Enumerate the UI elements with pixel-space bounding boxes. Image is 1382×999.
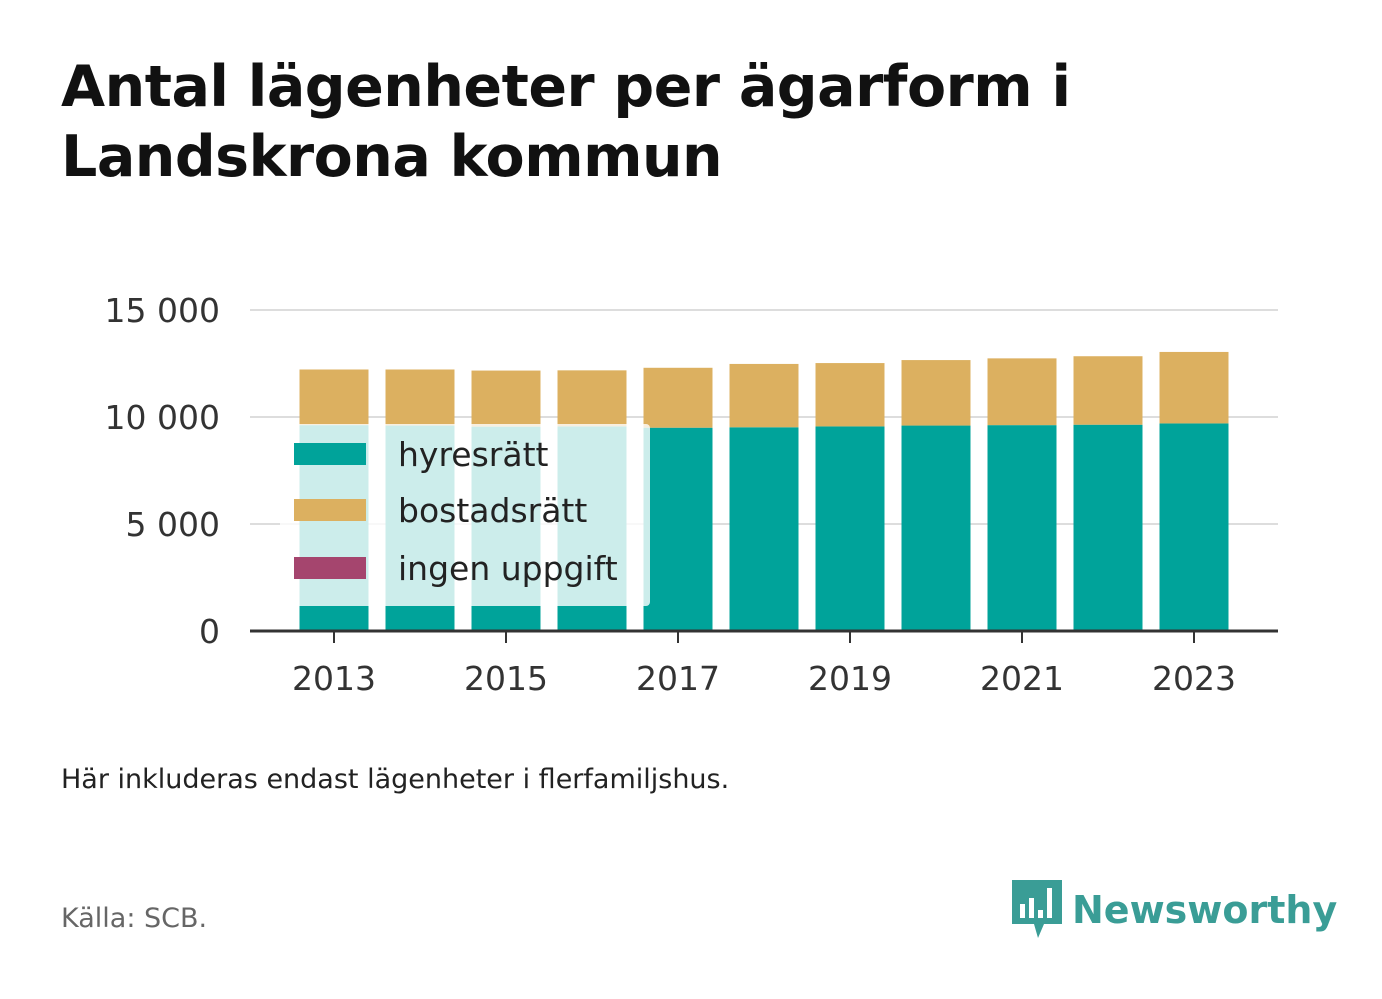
bar-hyresratt: [643, 427, 713, 631]
x-tick-label: 2013: [292, 659, 376, 698]
bar-chart: 0 5 000 10 000 15 000 2013 2015 2017 2019 2021 20…: [105, 291, 1278, 698]
bar-bostadsratt: [643, 367, 713, 428]
brand-name: Newsworthy: [1072, 888, 1338, 932]
bar-hyresratt: [987, 425, 1057, 631]
bar-bostadsratt: [1073, 356, 1143, 425]
legend-item-ingen-uppgift: ingen uppgift: [294, 548, 618, 588]
x-tick-label: 2023: [1152, 659, 1236, 698]
bar-bostadsratt: [385, 369, 455, 426]
legend-label-bostadsratt: bostadsrätt: [398, 490, 588, 530]
bar-bostadsratt: [1159, 351, 1229, 424]
legend-swatch-hyresratt: [294, 443, 366, 465]
bar-bostadsratt: [557, 370, 627, 427]
bar-hyresratt: [729, 427, 799, 631]
source-text: Källa: SCB.: [61, 903, 208, 934]
legend-swatch-bostadsratt: [294, 499, 366, 521]
x-tick-label: 2017: [636, 659, 720, 698]
x-tick-label: 2015: [464, 659, 548, 698]
chart-legend: hyresrätt bostadsrätt ingen uppgift: [280, 424, 650, 606]
bar-bostadsratt: [901, 360, 971, 426]
brand-logo[interactable]: Newsworthy: [1012, 880, 1337, 940]
chart-title: Antal lägenheter per ägarform i Landskro…: [61, 54, 1071, 190]
bar-chart-speech-bubble-icon: [1012, 880, 1062, 938]
legend-swatch-ingen-uppgift: [294, 557, 366, 579]
bar-hyresratt: [1159, 423, 1229, 631]
bar-bostadsratt: [729, 363, 799, 428]
bar-hyresratt: [815, 426, 885, 631]
bar-hyresratt: [1073, 424, 1143, 631]
x-tick-label: 2019: [808, 659, 892, 698]
legend-item-bostadsratt: bostadsrätt: [294, 490, 587, 530]
bar-bostadsratt: [815, 363, 885, 427]
legend-label-hyresratt: hyresrätt: [398, 434, 549, 474]
y-tick-label: 10 000: [105, 398, 220, 437]
bar-bostadsratt: [987, 358, 1057, 426]
y-tick-label: 5 000: [126, 505, 220, 544]
chart-note: Här inkluderas endast lägenheter i flerf…: [61, 764, 730, 795]
y-tick-label: 15 000: [105, 291, 220, 330]
legend-label-ingen-uppgift: ingen uppgift: [398, 548, 618, 588]
bar-hyresratt: [901, 425, 971, 631]
legend-item-hyresratt: hyresrätt: [294, 434, 548, 474]
y-tick-label: 0: [199, 612, 220, 651]
bar-bostadsratt: [471, 370, 541, 427]
x-tick-label: 2021: [980, 659, 1064, 698]
bar-bostadsratt: [299, 369, 369, 426]
